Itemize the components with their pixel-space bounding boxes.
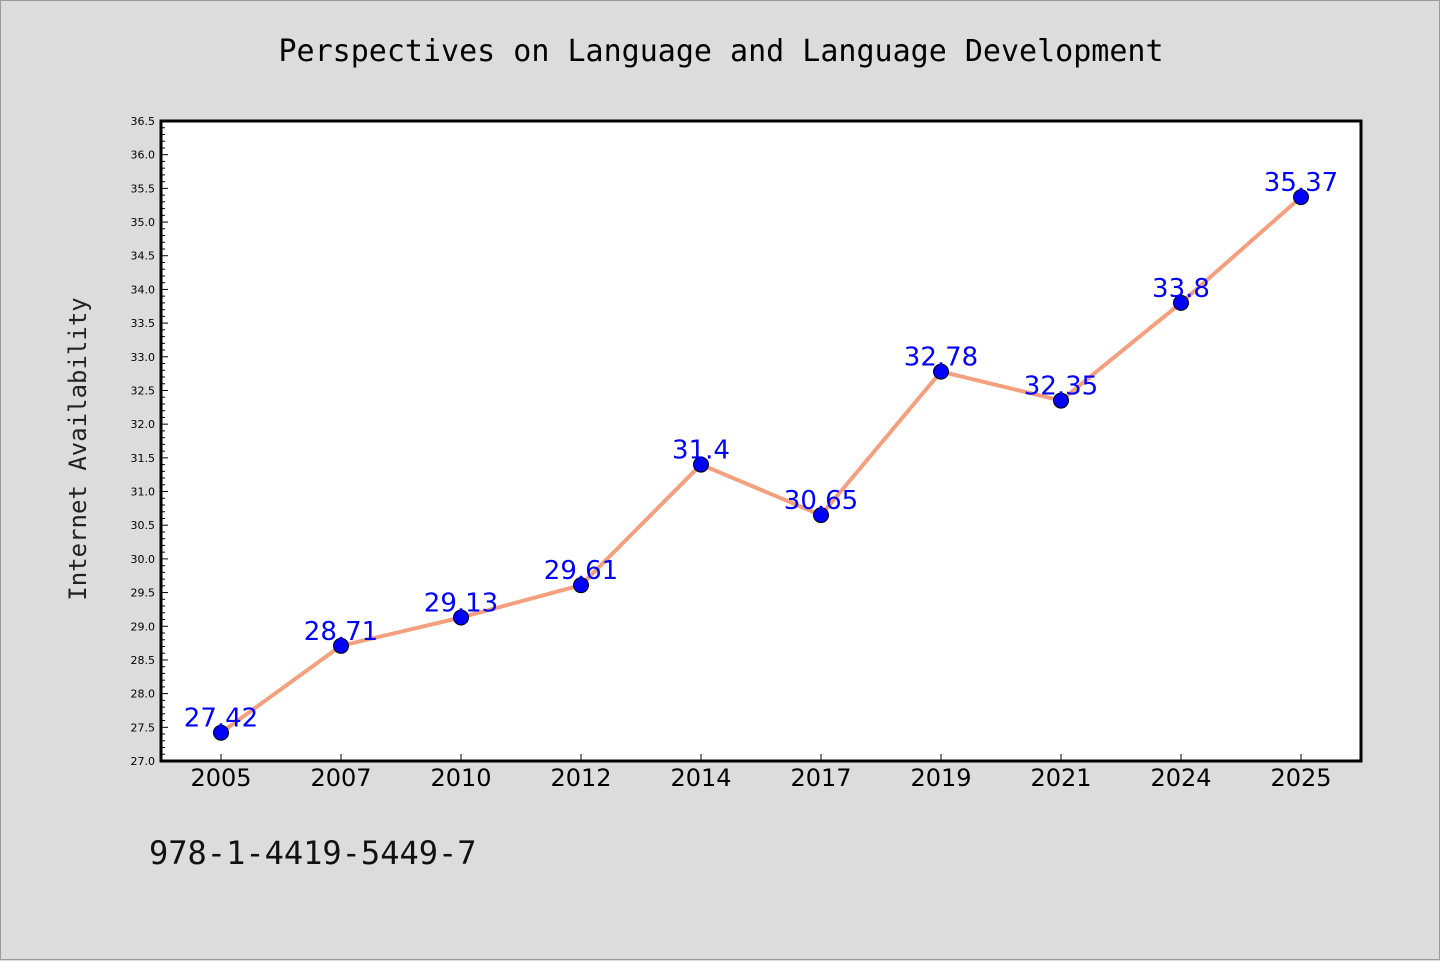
- x-tick-label: 2010: [430, 764, 491, 792]
- y-tick-label: 32.0: [131, 418, 156, 431]
- data-point: [933, 363, 949, 380]
- data-point: [693, 456, 709, 473]
- y-tick-label: 27.5: [131, 721, 156, 734]
- isbn-text: 978-1-4419-5449-7: [149, 834, 477, 872]
- y-tick-label: 32.5: [131, 384, 156, 397]
- y-tick-label: 31.0: [131, 486, 156, 499]
- data-label: 33.8: [1152, 274, 1210, 304]
- data-label: 35.37: [1264, 168, 1338, 198]
- y-tick-label: 31.5: [131, 452, 156, 465]
- y-tick-label: 34.5: [131, 250, 156, 263]
- data-point: [1293, 189, 1309, 206]
- data-label: 32.78: [904, 343, 978, 373]
- y-tick-label: 33.5: [131, 317, 156, 330]
- data-point: [813, 507, 829, 524]
- y-tick-label: 35.5: [131, 182, 156, 195]
- data-point: [213, 724, 229, 741]
- plot-frame: [159, 119, 1363, 763]
- x-tick-label: 2005: [190, 764, 251, 792]
- x-tick-label: 2012: [550, 764, 611, 792]
- data-point: [1053, 392, 1069, 409]
- data-label: 32.35: [1024, 372, 1098, 402]
- chart-title: Perspectives on Language and Language De…: [278, 34, 1164, 69]
- y-tick-label: 28.5: [131, 654, 156, 667]
- y-tick-label: 36.0: [131, 149, 156, 162]
- y-tick-label: 33.0: [131, 351, 156, 364]
- data-label: 31.4: [672, 436, 730, 466]
- y-tick-label: 35.0: [131, 216, 156, 229]
- y-tick-label: 29.5: [131, 587, 156, 600]
- data-point: [453, 609, 469, 626]
- data-point: [333, 637, 349, 654]
- y-tick-label: 30.0: [131, 553, 156, 566]
- x-tick-label: 2007: [310, 764, 371, 792]
- series-line: [219, 195, 1303, 735]
- data-label: 28.71: [304, 617, 378, 647]
- y-tick-label: 27.0: [131, 755, 156, 768]
- data-point: [573, 577, 589, 594]
- x-tick-label: 2019: [910, 764, 971, 792]
- data-label: 29.13: [424, 589, 498, 619]
- data-label: 29.61: [544, 556, 618, 586]
- x-tick-label: 2014: [670, 764, 731, 792]
- y-tick-label: 28.0: [131, 688, 156, 701]
- x-tick-label: 2025: [1270, 764, 1331, 792]
- x-tick-label: 2017: [790, 764, 851, 792]
- x-tick-label: 2024: [1150, 764, 1211, 792]
- y-tick-label: 29.0: [131, 620, 156, 633]
- y-tick-label: 36.5: [131, 115, 156, 128]
- plot-background: [161, 121, 1361, 761]
- x-tick-label: 2021: [1030, 764, 1091, 792]
- y-tick-label: 34.0: [131, 283, 156, 296]
- data-label: 30.65: [784, 486, 858, 516]
- data-label: 27.42: [184, 704, 258, 734]
- data-point: [1173, 294, 1189, 311]
- y-tick-label: 30.5: [131, 519, 156, 532]
